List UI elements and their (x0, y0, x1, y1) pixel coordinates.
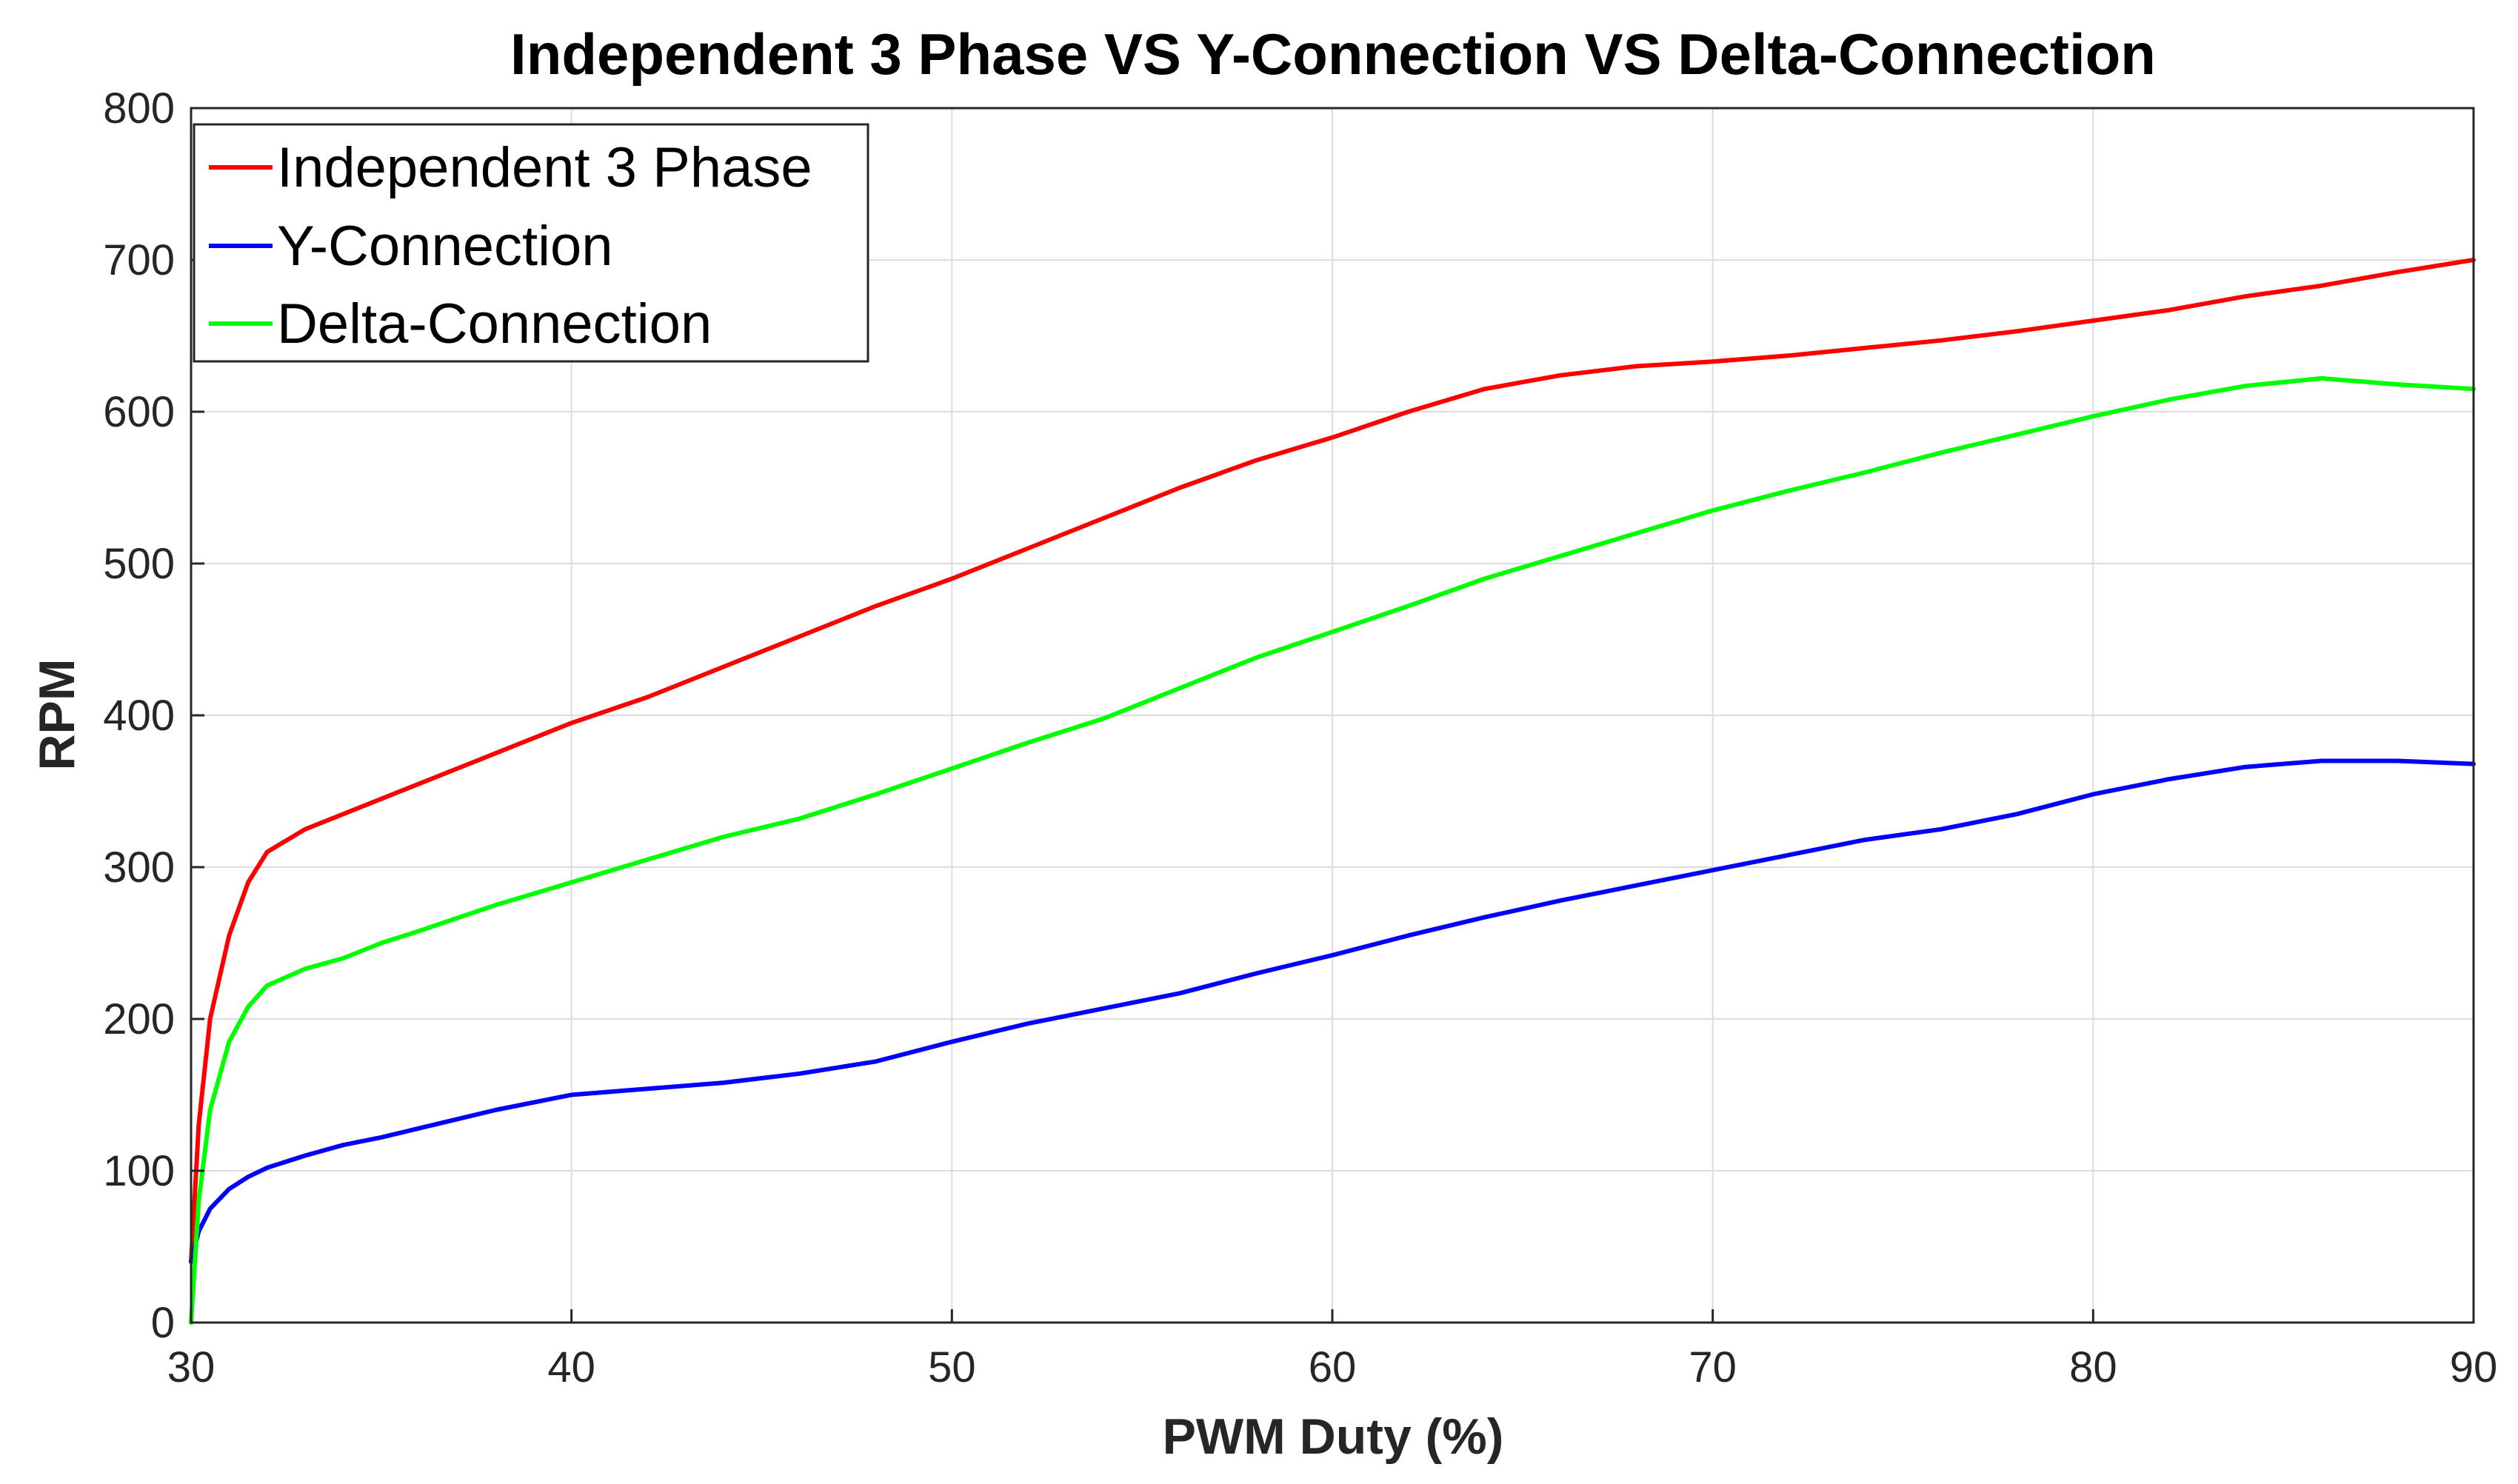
legend-item-independent-3-phase: Independent 3 Phase (209, 136, 812, 199)
x-tick-label: 30 (167, 1343, 216, 1391)
legend-label: Independent 3 Phase (277, 136, 812, 199)
x-axis-label: PWM Duty (%) (1163, 1408, 1504, 1465)
series-group (189, 258, 2476, 1325)
series-line-delta-connection (189, 375, 2476, 1325)
series-line-independent-3-phase (189, 258, 2476, 1264)
x-tick-label: 60 (1309, 1343, 1357, 1391)
legend-item-y-connection: Y-Connection (209, 215, 613, 278)
y-tick-label: 400 (103, 692, 175, 740)
y-tick-label: 800 (103, 84, 175, 133)
legend-box (193, 123, 869, 363)
x-tick-label: 50 (928, 1343, 976, 1391)
y-tick-label: 100 (103, 1147, 175, 1195)
y-tick-label: 500 (103, 540, 175, 588)
x-tick-label: 90 (2450, 1343, 2498, 1391)
y-tick-label: 700 (103, 236, 175, 284)
x-tick-label: 70 (1689, 1343, 1737, 1391)
tick-labels: 30 40 50 60 70 80 90 0 100 200 300 400 500 600 700 800 (103, 84, 2497, 1391)
grid (191, 108, 2474, 1323)
y-tick-label: 600 (103, 388, 175, 436)
x-tick-label: 40 (547, 1343, 595, 1391)
y-tick-label: 300 (103, 843, 175, 892)
y-tick-label: 200 (103, 995, 175, 1043)
chart-title: Independent 3 Phase VS Y-Connection VS D… (510, 21, 2156, 87)
x-tick-label: 80 (2069, 1343, 2117, 1391)
series-line-y-connection (189, 758, 2476, 1264)
y-tick-label: 0 (151, 1299, 175, 1347)
legend: Independent 3 Phase Y-Connection Delta-Con… (193, 123, 869, 363)
legend-label: Delta-Connection (277, 293, 712, 355)
legend-label: Y-Connection (277, 215, 613, 278)
y-axis-label: RPM (29, 658, 85, 770)
legend-item-delta-connection: Delta-Connection (209, 293, 712, 355)
